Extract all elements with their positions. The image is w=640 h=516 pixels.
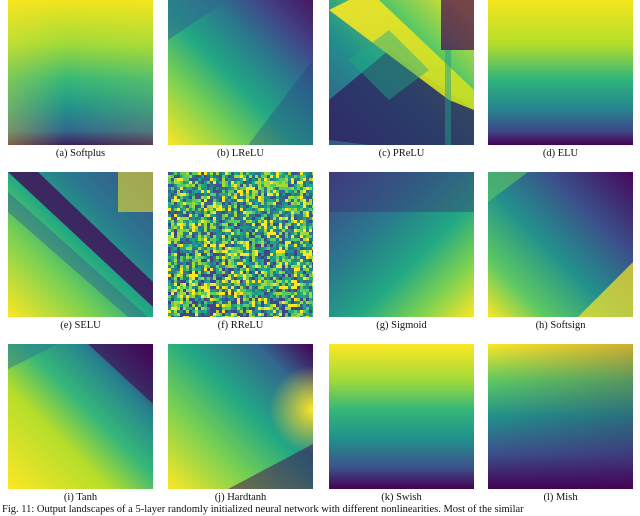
caption-mish: (l) Mish xyxy=(543,492,578,503)
caption-sigmoid: (g) Sigmoid xyxy=(376,320,427,331)
caption-hardtanh: (j) Hardtanh xyxy=(214,492,267,503)
landscape-sigmoid xyxy=(329,172,474,317)
caption-lrelu: (b) LReLU xyxy=(217,148,264,159)
caption-softsign: (h) Softsign xyxy=(535,320,586,331)
caption-swish: (k) Swish xyxy=(381,492,422,503)
caption-elu: (d) ELU xyxy=(542,148,579,159)
landscape-tanh xyxy=(8,344,153,489)
landscape-softsign xyxy=(488,172,633,317)
caption-selu: (e) SELU xyxy=(60,320,101,331)
landscape-mish xyxy=(488,344,633,489)
figure-caption: Fig. 11: Output landscapes of a 5-layer … xyxy=(2,504,524,515)
caption-rrelu: (f) RReLU xyxy=(217,320,264,331)
landscape-elu xyxy=(488,0,633,145)
landscape-hardtanh xyxy=(168,344,313,489)
caption-prelu: (c) PReLU xyxy=(378,148,425,159)
landscape-softplus xyxy=(8,0,153,145)
caption-tanh: (i) Tanh xyxy=(63,492,98,503)
landscape-selu xyxy=(8,172,153,317)
landscape-rrelu xyxy=(168,172,313,317)
caption-softplus: (a) Softplus xyxy=(55,148,106,159)
landscape-prelu xyxy=(329,0,474,145)
landscape-swish xyxy=(329,344,474,489)
landscape-lrelu xyxy=(168,0,313,145)
